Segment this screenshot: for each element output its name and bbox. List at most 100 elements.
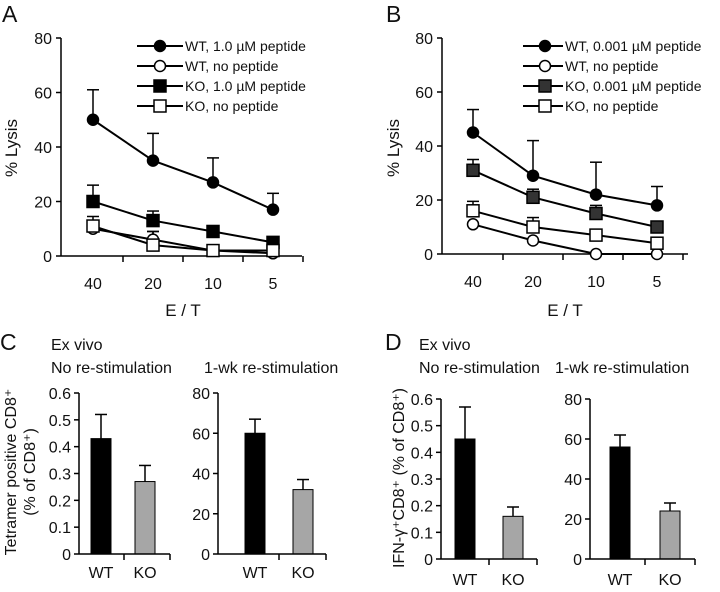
y-tick-label: 0.5 (49, 413, 71, 430)
legend-marker (538, 59, 552, 73)
panel-label-d: D (385, 329, 402, 355)
y-tick-label: 0.4 (411, 445, 433, 462)
legend-label: WT, 0.001 µM peptide (565, 38, 702, 54)
y-tick-label: 80 (415, 31, 433, 48)
y-tick-label: 0 (43, 249, 52, 266)
data-point (466, 163, 480, 178)
bar-ko (502, 515, 524, 560)
y-tick-label: 20 (192, 507, 210, 524)
data-point (526, 220, 540, 234)
legend-marker (153, 59, 167, 73)
subtitle-c-restim: 1-wk re-stimulation (204, 360, 338, 377)
data-point (146, 238, 160, 252)
data-point (589, 188, 603, 201)
y-axis-title-b: % Lysis (384, 119, 403, 177)
x-tick-label: KO (133, 565, 156, 582)
legend-marker (538, 39, 552, 53)
chart-C-right: WT KO 0 20 40 60 80 (192, 386, 327, 582)
data-point (86, 113, 100, 126)
data-point (86, 219, 100, 233)
panel-label-a: A (2, 1, 18, 27)
x-tick-label: WT (243, 565, 268, 582)
x-tick-label: WT (89, 565, 114, 582)
data-point (650, 220, 664, 234)
data-point (206, 243, 220, 258)
panel-label-c: C (0, 329, 17, 355)
y-tick-label: 40 (192, 467, 210, 484)
x-tick-label: KO (291, 565, 314, 582)
x-tick-label: 5 (653, 274, 662, 291)
y-tick-label: 20 (564, 512, 582, 529)
data-point (650, 236, 664, 250)
series-line-1 (472, 223, 657, 255)
series-line-2 (472, 169, 658, 228)
x-tick-label: 5 (269, 276, 278, 293)
legend-marker (538, 79, 552, 93)
x-tick-label: KO (658, 572, 681, 589)
bar-ko (659, 510, 681, 560)
legend-label: KO, no peptide (565, 98, 659, 114)
bar-wt (454, 438, 476, 560)
data-point (466, 218, 480, 231)
series-line-3 (92, 225, 273, 252)
y-tick-label: 80 (564, 392, 582, 409)
bar-wt (90, 438, 112, 555)
bar-ko (134, 481, 156, 555)
data-point (266, 203, 280, 216)
chart-A: 0 20 40 60 80 40 20 10 5 WT, 1.0 µM peptide WT, no… (34, 31, 306, 293)
y-tick-label: 60 (34, 86, 52, 103)
series-line-2 (92, 200, 274, 244)
x-tick-label: KO (501, 572, 524, 589)
subtitle-d-ex-vivo: Ex vivo (419, 337, 471, 354)
y-tick-label: 0.4 (49, 440, 71, 457)
y-tick-label: 0 (62, 547, 71, 564)
y-tick-label: 20 (34, 195, 52, 212)
chart-C-left: WT KO 0 0.1 0.2 0.3 0.4 0.5 0.6 (49, 386, 171, 582)
y-tick-label: 0 (424, 552, 433, 569)
bar-ko (292, 489, 314, 555)
data-point (466, 204, 480, 218)
y-axis-title-a: % Lysis (2, 119, 21, 177)
y-tick-label: 0.1 (411, 525, 433, 542)
y-tick-label: 0.6 (411, 392, 433, 409)
data-point (466, 126, 480, 139)
data-point (146, 213, 160, 228)
x-tick-label: 40 (84, 276, 102, 293)
subtitle-c-ex-vivo: Ex vivo (51, 337, 103, 354)
x-tick-label: 40 (464, 274, 482, 291)
data-point (589, 206, 603, 221)
x-tick-label: WT (453, 572, 478, 589)
y-tick-label: 80 (34, 31, 52, 48)
legend-marker (153, 79, 167, 93)
x-tick-label: 20 (144, 276, 162, 293)
series-line-1 (92, 227, 274, 255)
y-tick-label: 0 (201, 547, 210, 564)
data-point (146, 154, 160, 167)
series-line-0 (472, 131, 658, 207)
legend-label: KO, no peptide (185, 98, 279, 114)
y-tick-label: 0 (573, 552, 582, 569)
bar-wt (609, 446, 631, 560)
y-tick-label: 60 (564, 432, 582, 449)
legend-label: WT, no peptide (185, 58, 279, 74)
y-tick-label: 20 (415, 193, 433, 210)
legend-marker (538, 99, 552, 113)
series-line-3 (472, 209, 658, 245)
data-point (526, 190, 540, 205)
y-axis-title-c: Tetramer positive CD8⁺ (3, 389, 20, 556)
panel-label-b: B (386, 1, 401, 27)
y-tick-label: 40 (415, 139, 433, 156)
y-axis-title-d: IFN-γ⁺CD8⁺ (% of CD8⁺) (391, 388, 408, 568)
data-point (86, 194, 100, 209)
y-tick-label: 0.2 (49, 493, 71, 510)
x-axis-title-b: E / T (547, 301, 583, 320)
data-point (266, 243, 280, 258)
y-tick-label: 60 (415, 85, 433, 102)
legend-label: KO, 1.0 µM peptide (185, 78, 306, 94)
y-tick-label: 40 (34, 140, 52, 157)
data-point (206, 224, 220, 239)
series-line-0 (92, 118, 274, 211)
y-tick-label: 0.1 (49, 520, 71, 537)
data-point (650, 199, 664, 212)
